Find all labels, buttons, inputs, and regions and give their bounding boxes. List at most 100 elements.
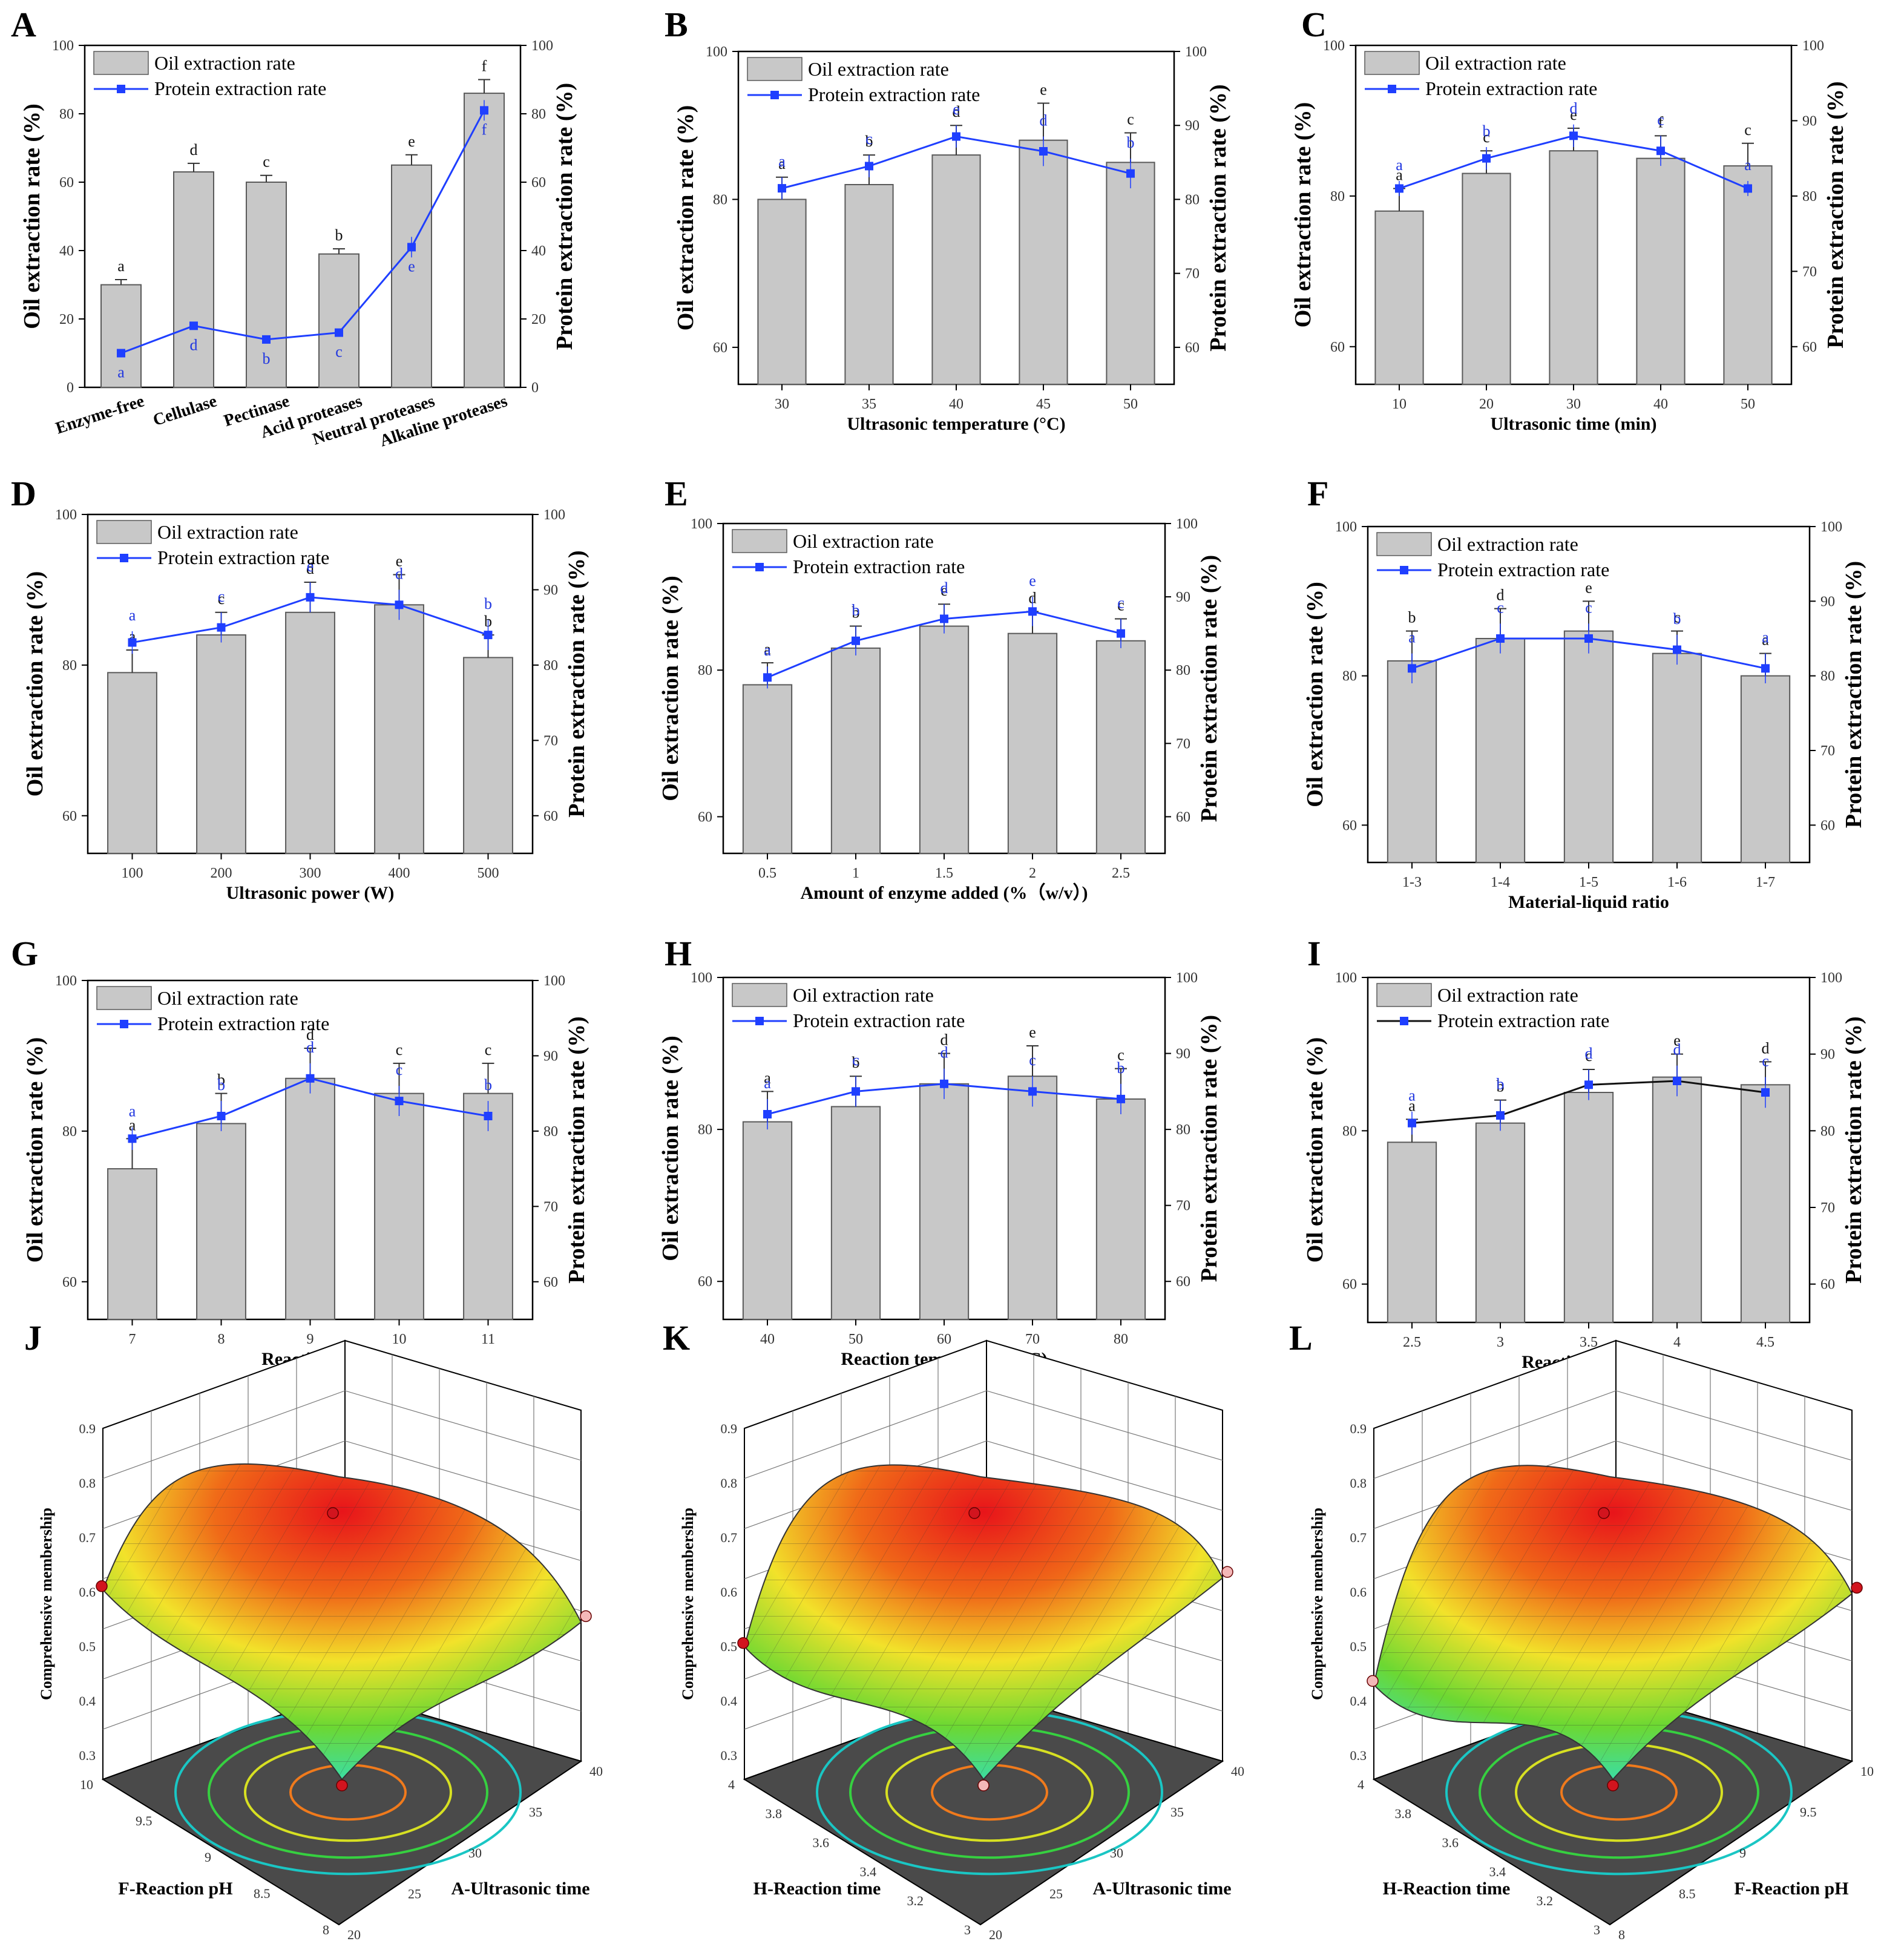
y2-tick-label: 60 (1176, 809, 1190, 825)
y2-tick-label: 70 (543, 733, 558, 749)
x-tick-label: 0.5 (758, 865, 776, 881)
x-tick-label: 1-3 (1402, 875, 1422, 890)
protein-marker (1744, 184, 1752, 193)
design-point (977, 1779, 990, 1791)
x-tick-label: 2 (1029, 865, 1036, 881)
z-tick-label: 0.8 (1350, 1476, 1367, 1491)
y-tick-label: 20 (59, 312, 74, 327)
oil-bar (1740, 1084, 1791, 1324)
z-tick-label: 0.4 (721, 1693, 738, 1709)
oil-bar (919, 625, 970, 854)
oil-significance-letter: b (217, 1071, 225, 1089)
y2-tick-label: 100 (543, 507, 565, 523)
x-tick-label: 40 (760, 1332, 775, 1347)
x-tick-label: 50 (849, 1332, 863, 1347)
oil-bar (1387, 1141, 1437, 1324)
y2-tick-label: 70 (1820, 743, 1835, 759)
protein-marker (763, 673, 772, 682)
oil-bar (107, 1168, 157, 1320)
y2-tick-label: 60 (543, 809, 558, 824)
right-axis-tick-label: 9 (1739, 1845, 1746, 1860)
protein-marker (1496, 634, 1505, 643)
z-tick-label: 0.9 (1350, 1421, 1367, 1436)
oil-significance-letter: e (941, 582, 948, 599)
protein-significance-letter: b (1483, 122, 1491, 140)
panel-label: E (665, 474, 688, 513)
z-tick-label: 0.7 (79, 1530, 96, 1545)
legend-oil-swatch (96, 520, 152, 544)
protein-significance-letter: b (263, 350, 271, 367)
x-tick-label: 4.5 (1756, 1335, 1774, 1350)
y-axis-title: Oil extraction rate (%) (1290, 102, 1316, 327)
protein-marker (1482, 154, 1491, 163)
protein-significance-letter: d (190, 336, 198, 353)
protein-marker (1117, 629, 1125, 638)
oil-bar (1007, 1075, 1058, 1320)
y-tick-label: 100 (706, 44, 727, 60)
y2-tick-label: 90 (1176, 1046, 1190, 1062)
y2-tick-label: 60 (1802, 340, 1817, 355)
y-tick-label: 100 (1335, 519, 1357, 535)
legend-oil-label: Oil extraction rate (1437, 533, 1578, 555)
oil-bar (1636, 157, 1686, 385)
protein-significance-letter: a (1762, 629, 1769, 646)
oil-bar (463, 657, 513, 854)
protein-marker (335, 328, 343, 337)
y-tick-label: 100 (691, 970, 712, 986)
design-point (737, 1637, 749, 1649)
protein-significance-letter: c (335, 343, 343, 361)
surface-mesh (1374, 1465, 1852, 1779)
y2-tick-label: 60 (1820, 1277, 1835, 1293)
protein-marker (395, 1097, 404, 1106)
oil-significance-letter: c (1117, 1046, 1124, 1064)
legend-protein-marker (120, 554, 128, 562)
x-tick-label: 2.5 (1403, 1335, 1421, 1350)
y-axis-title: Oil extraction rate (%) (22, 571, 48, 796)
oil-bar (318, 253, 359, 388)
oil-significance-letter: c (485, 1041, 492, 1059)
protein-significance-letter: b (1127, 134, 1135, 151)
y2-tick-label: 80 (1176, 1122, 1190, 1138)
legend-oil-label: Oil extraction rate (1437, 984, 1578, 1006)
x-tick-label: 200 (211, 865, 232, 881)
y-tick-label: 100 (52, 38, 74, 54)
y-tick-label: 0 (67, 380, 74, 396)
protein-significance-letter: c (852, 1051, 859, 1069)
x-tick-label: 1-4 (1491, 875, 1510, 890)
chart-panel-C: C 60 80 100 60 70 80 90 100 Oil extraction rate (… (1290, 5, 1848, 434)
design-point (580, 1610, 592, 1623)
wall-gridline (102, 1390, 582, 1479)
surface-mesh (744, 1465, 1223, 1779)
protein-significance-letter: b (484, 1076, 492, 1094)
legend-oil-swatch (96, 986, 152, 1010)
left-axis-title: H-Reaction time (753, 1879, 881, 1899)
protein-marker (940, 614, 948, 623)
chart-panel-A: A 0 20 40 60 80 100 0 20 40 60 80 100 Oil extraction … (11, 5, 577, 451)
protein-significance-letter: a (1408, 629, 1416, 646)
left-axis-tick-label: 3.4 (860, 1864, 877, 1879)
oil-bar (742, 1121, 793, 1320)
y2-tick-label: 80 (1820, 669, 1835, 685)
oil-significance-letter: a (778, 155, 786, 172)
protein-marker (217, 623, 226, 632)
y2-tick-label: 90 (1185, 118, 1200, 134)
left-axis-tick-label: 3.4 (1489, 1864, 1506, 1879)
protein-marker (852, 636, 860, 645)
y-tick-label: 80 (713, 192, 727, 208)
legend-oil-swatch (732, 983, 787, 1007)
oil-bar (830, 1106, 881, 1320)
protein-marker (1584, 634, 1593, 643)
y2-axis-title: Protein extraction rate (%) (1206, 84, 1231, 351)
oil-significance-letter: b (1408, 609, 1416, 626)
y2-tick-label: 70 (1185, 266, 1200, 282)
y-tick-label: 40 (59, 243, 74, 259)
y-axis-title: Oil extraction rate (%) (1302, 582, 1328, 807)
protein-significance-letter: c (1657, 111, 1664, 128)
protein-significance-letter: c (1585, 599, 1592, 616)
oil-significance-letter: e (1570, 106, 1577, 123)
oil-bar (1106, 162, 1155, 385)
legend-protein-marker (1400, 1017, 1408, 1025)
oil-bar (1007, 632, 1058, 854)
chart-panel-E: E 60 80 100 60 70 80 90 100 Oil extraction rate (… (658, 474, 1222, 903)
oil-bar (196, 1123, 246, 1320)
